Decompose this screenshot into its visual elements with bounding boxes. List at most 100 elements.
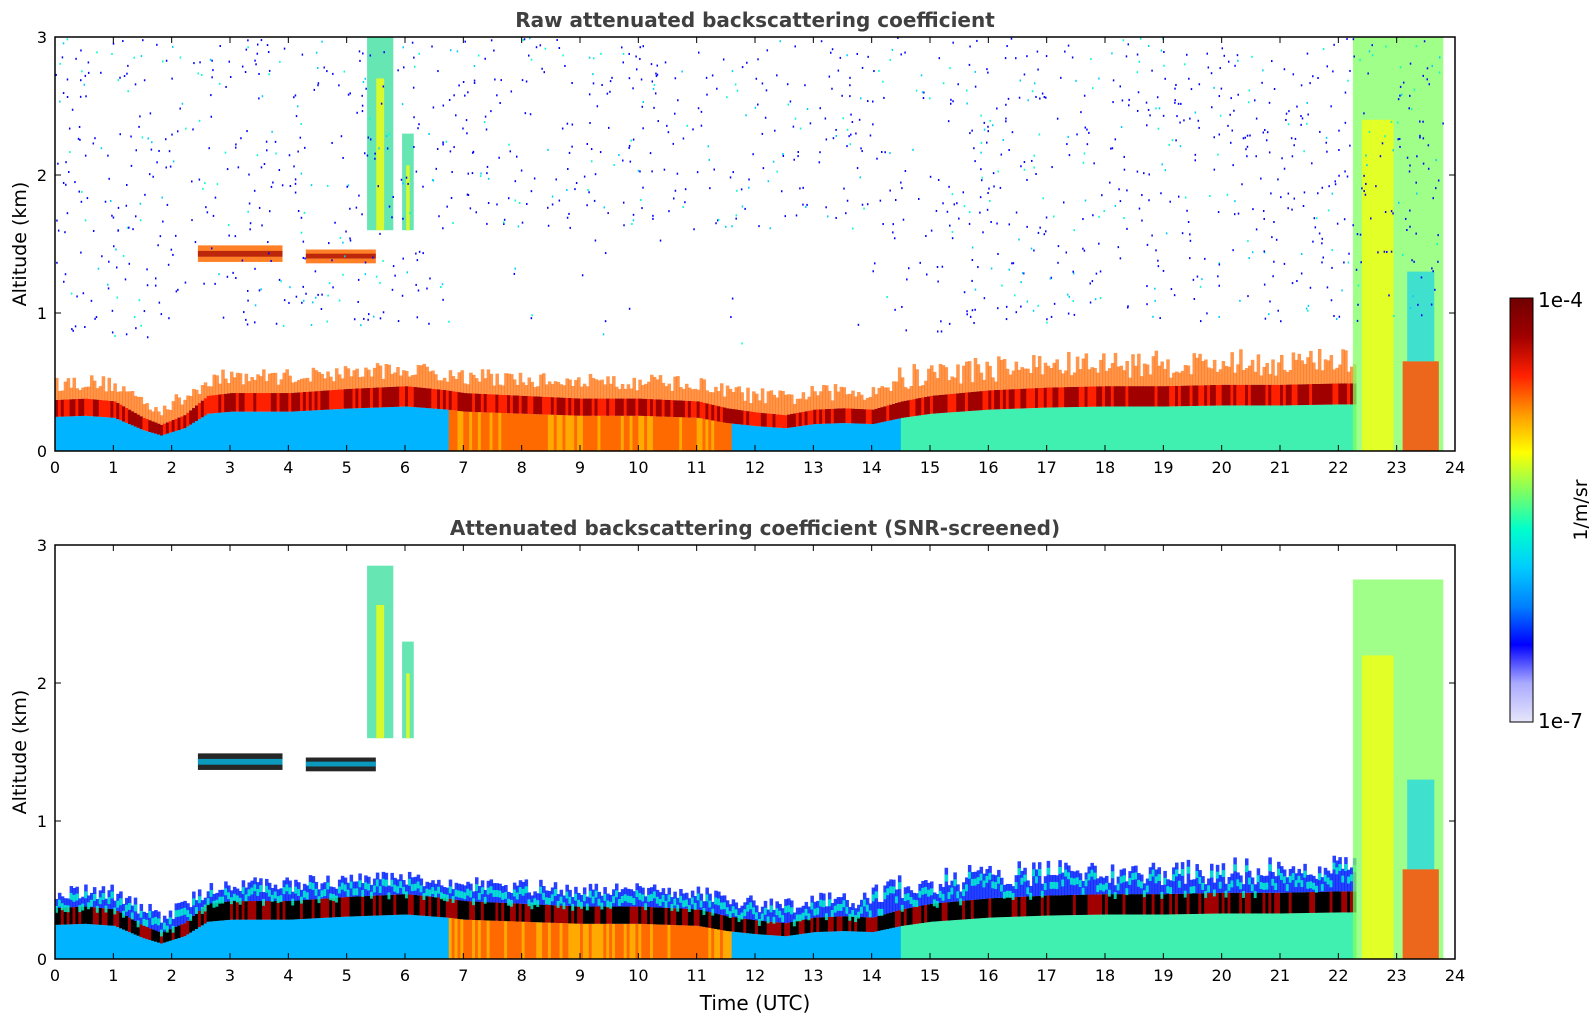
- layer-fringe-cell: [670, 390, 674, 401]
- layer-fringe-cell: [941, 365, 946, 395]
- aerosol-cell: [267, 411, 272, 451]
- layer-top-cell: [1262, 892, 1267, 914]
- layer-top-cell: [597, 906, 602, 924]
- noise-pixel: [158, 301, 161, 304]
- noise-pixel: [850, 113, 852, 116]
- noise-pixel: [1283, 262, 1286, 265]
- noise-pixel: [1013, 294, 1016, 297]
- aerosol-cell: [1317, 404, 1322, 451]
- layer-fringe-cell: [495, 373, 499, 395]
- layer-fringe-cell: [227, 383, 231, 394]
- aerosol-cell: [480, 920, 485, 959]
- noise-pixel: [1266, 131, 1269, 134]
- noise-pixel: [1157, 127, 1160, 130]
- layer-fringe-cell: [722, 396, 727, 408]
- noise-pixel: [736, 189, 738, 192]
- aerosol-cell: [1093, 406, 1097, 451]
- aerosol-cell: [1157, 914, 1162, 959]
- layer-fringe-cell: [180, 404, 184, 417]
- aerosol-cell: [139, 429, 144, 451]
- noise-pixel: [1095, 272, 1098, 275]
- noise-pixel: [135, 149, 138, 152]
- layer-fringe-cell: [574, 380, 578, 399]
- layer-fringe-cell: [1067, 865, 1071, 896]
- layer-top-cell: [489, 902, 494, 921]
- precipitation-core: [1361, 655, 1394, 959]
- layer-fringe-cell: [492, 385, 497, 395]
- layer-fringe-cell: [935, 900, 940, 908]
- noise-pixel: [676, 172, 679, 175]
- aerosol-cell: [104, 925, 109, 959]
- aerosol-cell: [1099, 914, 1103, 959]
- layer-top-cell: [985, 898, 989, 918]
- noise-pixel: [731, 70, 734, 73]
- layer-top-cell: [696, 909, 701, 926]
- layer-fringe-cell: [279, 888, 284, 902]
- layer-top-cell: [320, 390, 324, 410]
- layer-fringe-cell: [127, 391, 132, 410]
- layer-fringe-cell: [157, 411, 161, 424]
- layer-top-cell: [387, 386, 392, 408]
- y-tick-label: 3: [37, 536, 47, 555]
- layer-fringe-cell: [720, 902, 724, 910]
- layer-fringe-cell: [795, 914, 800, 922]
- layer-top-cell: [1122, 894, 1127, 915]
- layer-top-cell: [1245, 384, 1249, 406]
- layer-top-cell: [542, 904, 546, 923]
- layer-top-cell: [361, 388, 365, 409]
- noise-pixel: [1348, 252, 1350, 255]
- aerosol-cell: [994, 409, 998, 451]
- aerosol-cell: [822, 931, 826, 959]
- noise-pixel: [1076, 133, 1078, 136]
- layer-fringe-cell: [367, 883, 371, 891]
- layer-fringe-cell: [203, 382, 208, 399]
- aerosol-cell: [781, 428, 785, 451]
- noise-pixel: [599, 151, 602, 154]
- aerosol-cell: [1245, 913, 1249, 959]
- noise-pixel: [204, 182, 206, 185]
- layer-top-cell: [617, 906, 622, 924]
- layer-top-cell: [1070, 386, 1074, 408]
- layer-fringe-cell: [755, 393, 759, 413]
- layer-fringe-cell: [690, 389, 695, 402]
- noise-pixel: [1073, 229, 1075, 232]
- aerosol-cell: [585, 923, 590, 959]
- layer-top-cell: [1166, 894, 1170, 915]
- noise-pixel: [258, 206, 261, 209]
- layer-fringe-cell: [1189, 886, 1194, 894]
- noise-pixel: [254, 304, 257, 307]
- aerosol-cell: [238, 919, 243, 959]
- noise-pixel: [667, 131, 670, 134]
- noise-pixel: [332, 72, 334, 75]
- noise-pixel: [83, 83, 86, 86]
- noise-pixel: [1138, 207, 1141, 210]
- aerosol-cell: [1125, 914, 1129, 959]
- layer-fringe-cell: [615, 890, 619, 898]
- layer-top-cell: [1070, 894, 1074, 916]
- noise-pixel: [247, 210, 249, 213]
- aerosol-cell: [1236, 405, 1240, 451]
- aerosol-cell: [527, 413, 532, 451]
- aerosol-cell: [434, 408, 438, 451]
- aerosol-cell: [1160, 406, 1164, 451]
- layer-fringe-cell: [1125, 361, 1129, 387]
- layer-fringe-cell: [740, 905, 744, 919]
- noise-pixel: [288, 154, 291, 157]
- layer-fringe-cell: [358, 880, 362, 888]
- noise-pixel: [317, 82, 320, 85]
- noise-pixel: [1136, 109, 1139, 112]
- noise-pixel: [1261, 81, 1263, 84]
- layer-fringe-cell: [157, 918, 161, 926]
- layer-fringe-cell: [364, 882, 368, 890]
- layer-fringe-cell: [154, 916, 158, 924]
- noise-pixel: [281, 184, 284, 187]
- layer-fringe-cell: [1335, 860, 1339, 892]
- layer-fringe-cell: [98, 386, 103, 400]
- aerosol-cell: [807, 424, 812, 451]
- aerosol-cell: [1052, 915, 1057, 959]
- layer-top-cell: [1026, 896, 1030, 917]
- noise-pixel: [168, 317, 170, 320]
- aerosol-cell: [326, 917, 330, 959]
- aerosol-cell: [903, 925, 908, 959]
- noise-pixel: [990, 267, 993, 270]
